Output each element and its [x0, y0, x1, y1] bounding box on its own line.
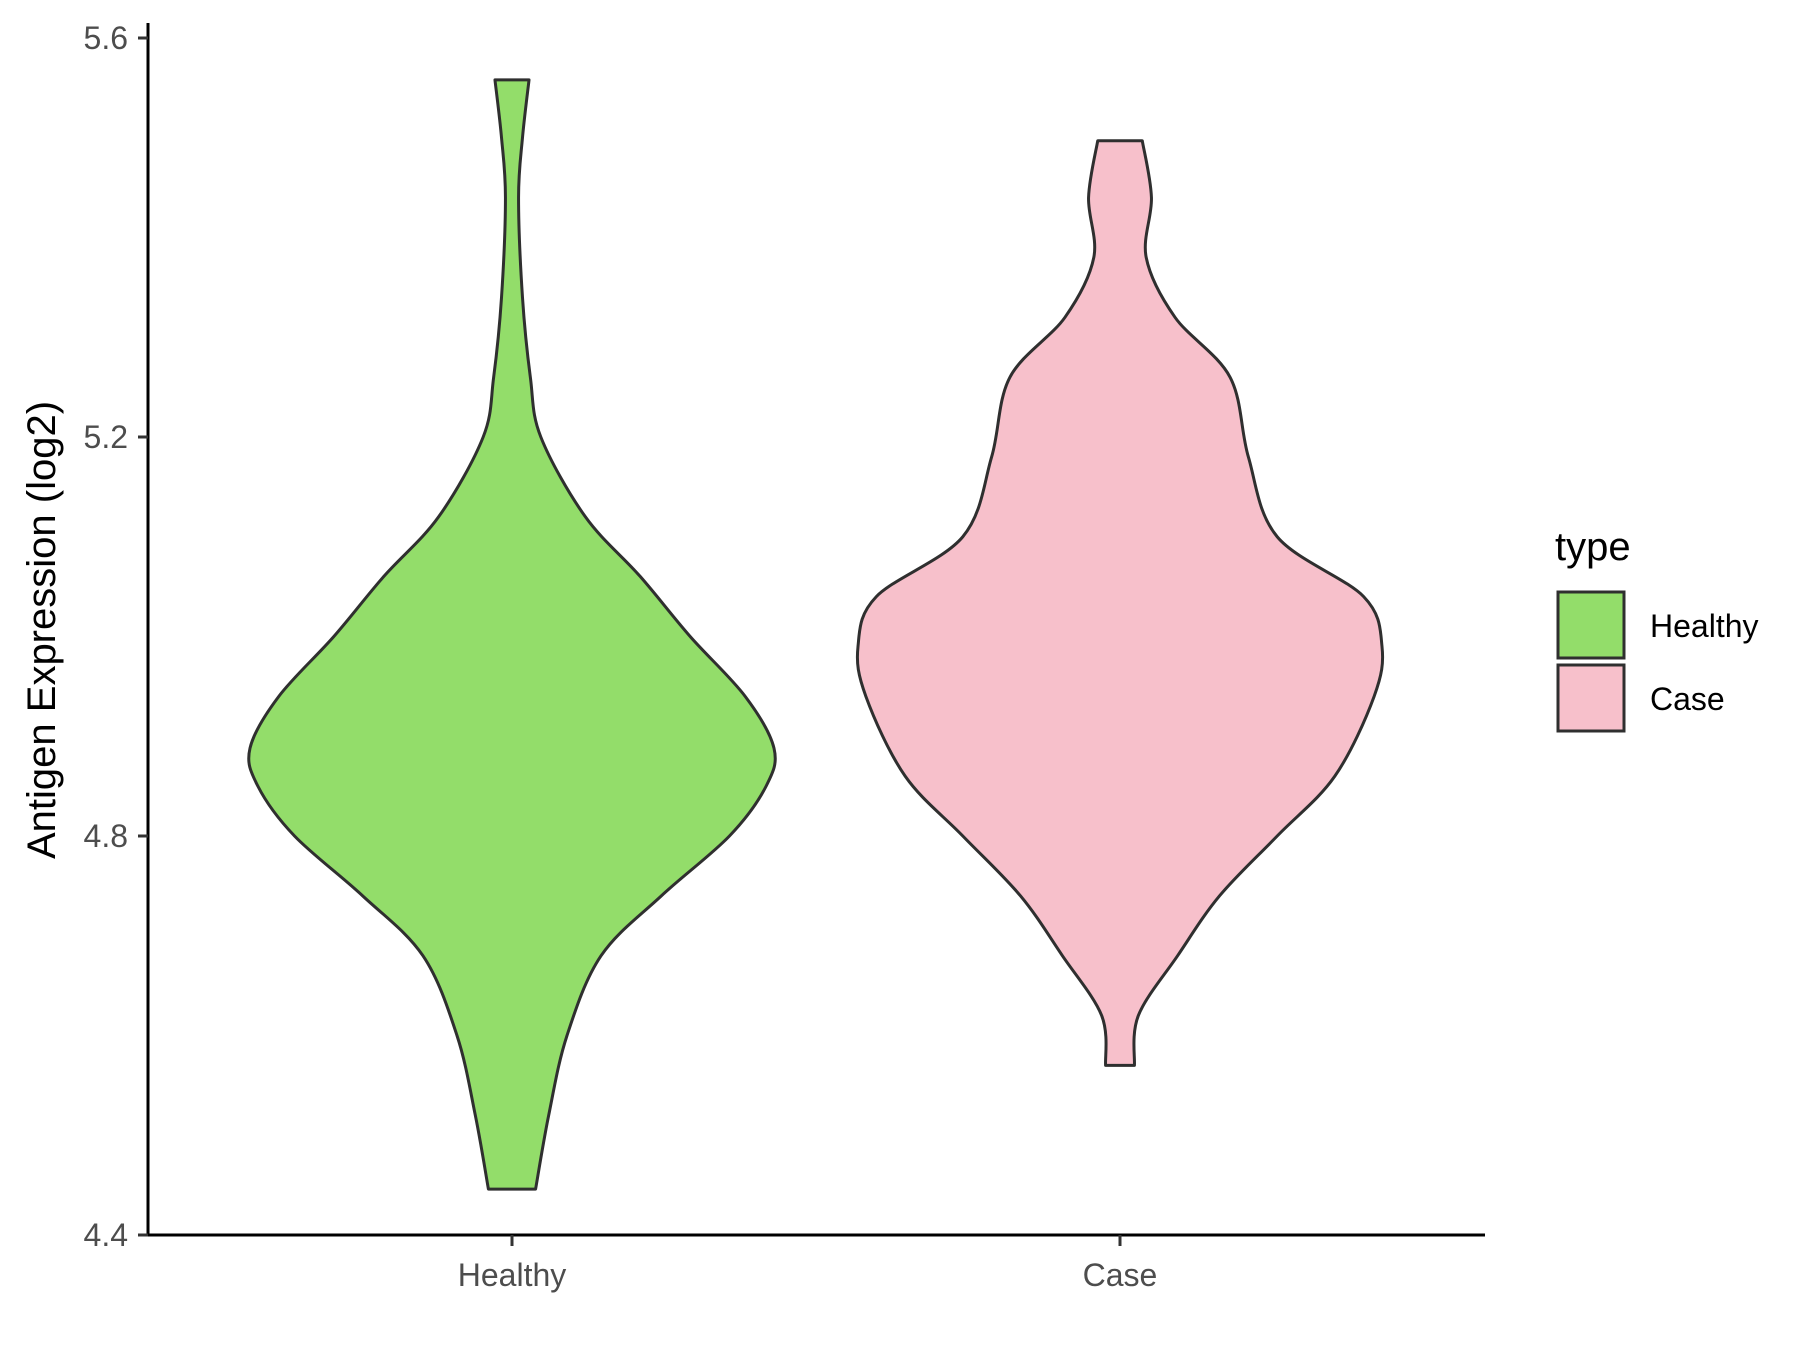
legend-swatch-healthy — [1556, 590, 1626, 660]
legend-label-case: Case — [1650, 681, 1725, 717]
y-ticks: 4.4 4.8 5.2 5.6 — [84, 20, 148, 1253]
y-axis-title: Antigen Expression (log2) — [20, 401, 64, 859]
legend-swatch-case — [1556, 663, 1626, 733]
violin-layer — [247, 78, 1385, 1191]
axes — [146, 23, 1485, 1237]
legend-label-healthy: Healthy — [1650, 608, 1759, 644]
legend: type Healthy Case — [1555, 525, 1759, 733]
y-tick-label: 4.4 — [84, 1217, 128, 1253]
y-tick-label: 5.6 — [84, 20, 128, 56]
x-tick-label: Healthy — [458, 1257, 567, 1293]
violin-healthy — [247, 78, 777, 1191]
legend-title: type — [1555, 525, 1631, 569]
y-tick-label: 4.8 — [84, 818, 128, 854]
y-tick-label: 5.2 — [84, 419, 128, 455]
violin-case — [855, 139, 1385, 1067]
x-tick-label: Case — [1083, 1257, 1158, 1293]
x-ticks: Healthy Case — [458, 1235, 1158, 1293]
